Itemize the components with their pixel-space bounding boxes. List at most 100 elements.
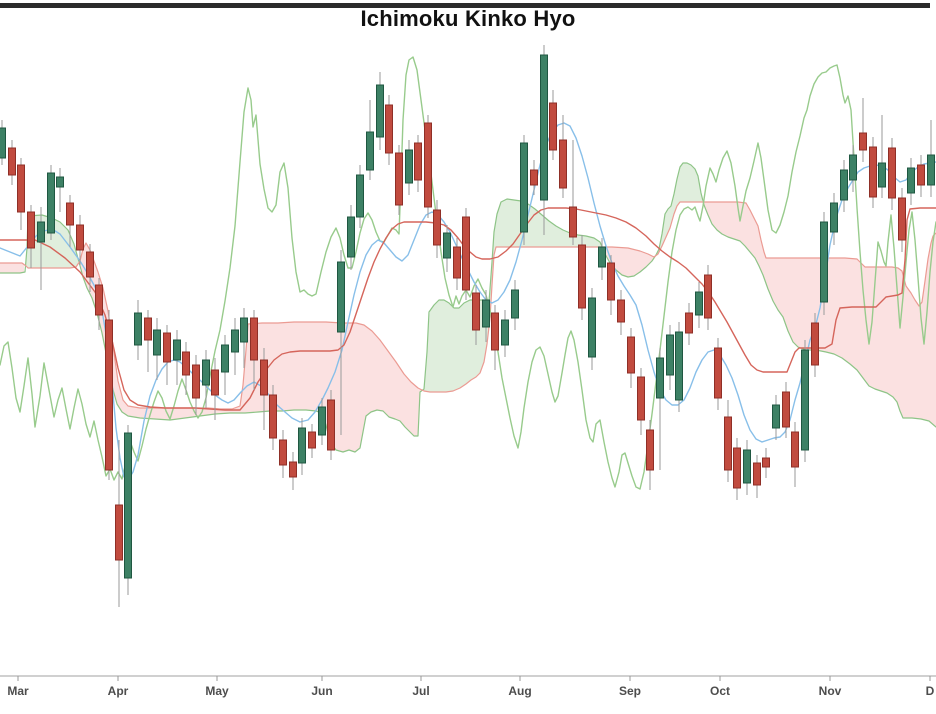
candle (917, 155, 925, 197)
candle (298, 418, 306, 475)
candle (0, 120, 6, 165)
candle (666, 325, 674, 390)
candle (66, 195, 74, 247)
candle (27, 205, 35, 268)
candle (318, 398, 326, 445)
chart-title: Ichimoku Kinko Hyo (360, 6, 576, 31)
candle (878, 115, 886, 198)
candle (376, 72, 384, 150)
tenkan-sen-line (0, 122, 936, 481)
candle (733, 438, 741, 500)
candle (260, 348, 268, 430)
x-axis-label: Apr (108, 684, 129, 698)
candle (762, 448, 770, 478)
candle (520, 135, 528, 245)
candle (153, 318, 161, 380)
candle (250, 310, 258, 390)
candle (859, 98, 867, 162)
candle (695, 282, 703, 328)
candle (685, 303, 693, 345)
candle (405, 140, 413, 195)
candle (86, 244, 94, 292)
x-axis-label: Nov (819, 684, 842, 698)
chikou-span-line (0, 56, 936, 490)
candle (395, 145, 403, 215)
candle (607, 255, 615, 315)
candle (443, 225, 451, 272)
candle (772, 395, 780, 440)
x-axis-label: May (205, 684, 229, 698)
candle (656, 348, 664, 470)
candle (569, 140, 577, 245)
candle (743, 440, 751, 495)
candle (559, 115, 567, 198)
candle (637, 368, 645, 435)
candle (115, 440, 123, 607)
candle (37, 207, 45, 290)
x-axis-label: Mar (7, 684, 29, 698)
candle (598, 238, 606, 280)
candle (491, 305, 499, 370)
candle (134, 300, 142, 360)
senkou-span-a-line (0, 162, 936, 453)
candle (530, 160, 538, 195)
candle (414, 135, 422, 192)
candle (356, 165, 364, 228)
candle (17, 158, 25, 230)
candle (482, 290, 490, 342)
candle (347, 205, 355, 270)
candle (192, 355, 200, 415)
candle (124, 425, 132, 595)
candle (56, 168, 64, 212)
candle (704, 265, 712, 330)
candle (289, 452, 297, 490)
candle (811, 313, 819, 377)
candle (549, 90, 557, 160)
x-axis: Mar Apr May Jun Jul Aug Sep Oct Nov D (0, 675, 936, 698)
candle (366, 100, 374, 180)
candle (753, 455, 761, 498)
top-border-line (0, 3, 930, 8)
candle (849, 145, 857, 192)
x-axis-label: Aug (508, 684, 531, 698)
candle (221, 335, 229, 395)
candle (907, 158, 915, 205)
candle (231, 318, 239, 375)
candle (337, 250, 345, 435)
candle (144, 310, 152, 372)
candle (540, 45, 548, 235)
candle (202, 350, 210, 408)
candle (617, 290, 625, 335)
x-axis-label: Oct (710, 684, 730, 698)
candles-layer (0, 45, 935, 607)
candle (76, 215, 84, 265)
candle (898, 188, 906, 252)
candle (433, 200, 441, 258)
candle (501, 310, 509, 357)
candle (173, 330, 181, 385)
candle (105, 310, 113, 480)
candle (588, 288, 596, 370)
candle (163, 325, 171, 385)
candle (782, 382, 790, 438)
x-axis-label: Sep (619, 684, 641, 698)
candle (724, 400, 732, 482)
candle (888, 138, 896, 210)
candle (182, 342, 190, 395)
x-axis-label: Jun (311, 684, 332, 698)
candle (95, 278, 103, 330)
candle (578, 235, 586, 320)
candle (453, 238, 461, 290)
x-axis-label: D (926, 684, 935, 698)
candle (47, 165, 55, 240)
candle (714, 338, 722, 410)
candle (308, 424, 316, 458)
candle (424, 115, 432, 218)
candle (820, 212, 828, 315)
candle (462, 208, 470, 300)
candle (8, 140, 16, 185)
candle (801, 340, 809, 462)
candle (791, 422, 799, 487)
candle (675, 322, 683, 412)
